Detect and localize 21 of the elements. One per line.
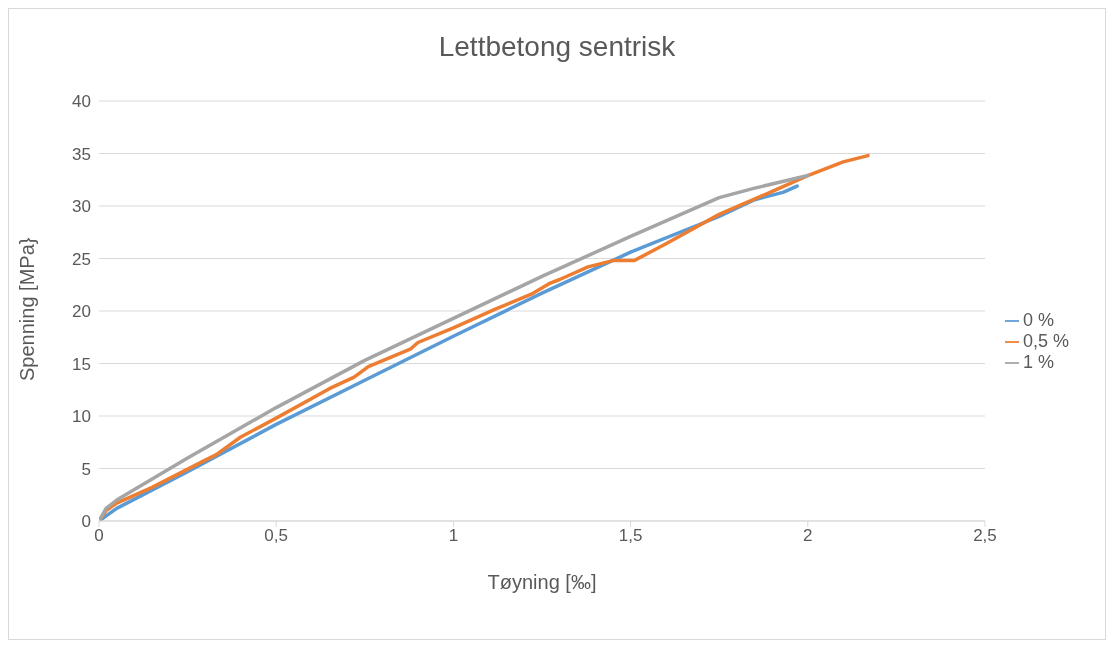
legend-label: 0,5 % <box>1022 330 1069 351</box>
y-tick-label: 20 <box>72 302 91 322</box>
chart-title: Lettbetong sentrisk <box>437 31 677 64</box>
y-axis-title: Spenning [MPa} <box>16 237 39 381</box>
legend-label: 0 % <box>1022 309 1054 330</box>
x-tick-label: 2,5 <box>973 526 997 546</box>
y-tick-label: 30 <box>72 197 91 217</box>
x-tick-label: 1 <box>448 526 459 546</box>
legend-label: 1 % <box>1022 351 1054 372</box>
x-tick-label: 1,5 <box>618 526 643 546</box>
y-tick-label: 5 <box>81 459 91 479</box>
y-tick-label: 35 <box>72 144 91 164</box>
y-tick-label: 15 <box>72 354 91 374</box>
y-tick-label: 0 <box>81 512 91 532</box>
y-tick-label: 40 <box>72 92 91 112</box>
x-tick-label: 0,5 <box>264 526 289 546</box>
y-tick-label: 10 <box>72 407 91 427</box>
x-tick-label: 0 <box>94 526 104 546</box>
x-axis-title: Tøyning [‰] <box>487 571 597 593</box>
x-tick-label: 2 <box>803 526 813 546</box>
y-tick-label: 25 <box>72 249 91 269</box>
